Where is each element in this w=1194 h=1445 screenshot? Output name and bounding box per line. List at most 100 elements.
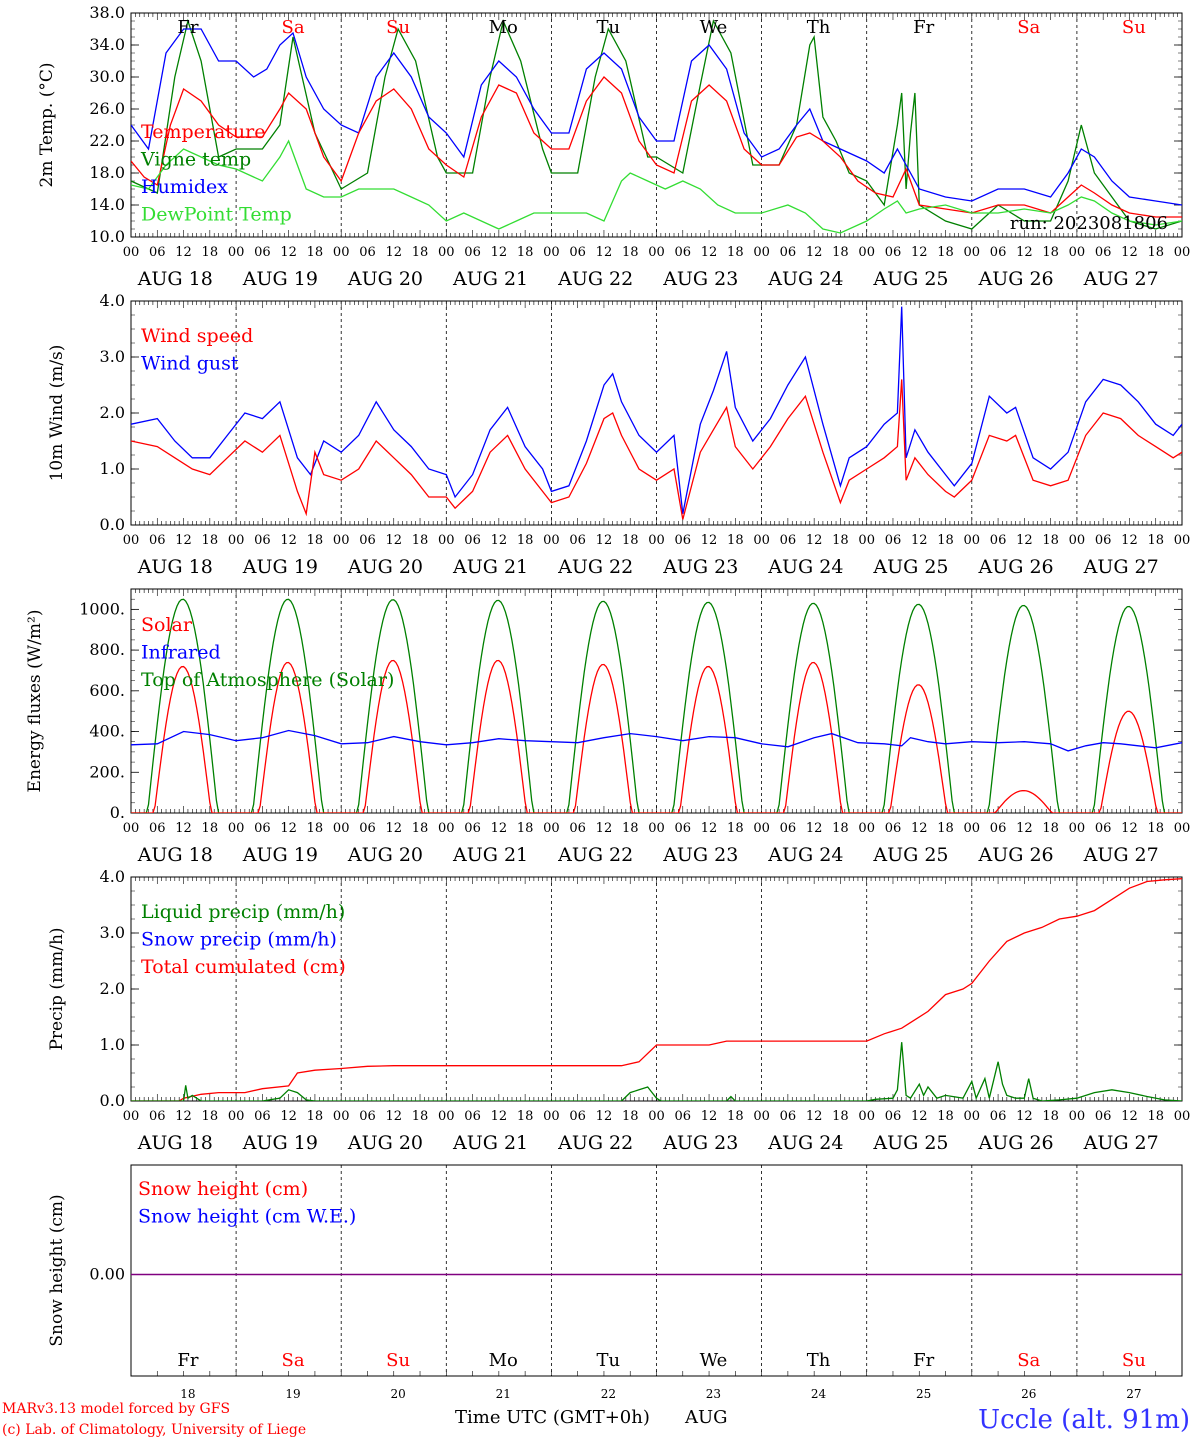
hour-tick-label: 00 <box>964 245 981 260</box>
y-tick-label: 0.00 <box>89 1265 125 1284</box>
day-label: AUG 20 <box>347 556 423 578</box>
y-tick-label: 2.0 <box>100 403 125 422</box>
hour-tick-label: 18 <box>412 245 429 260</box>
day-number-label: 19 <box>285 1387 300 1401</box>
hour-tick-label: 00 <box>648 533 665 548</box>
hour-tick-label: 06 <box>464 245 481 260</box>
hour-tick-label: 00 <box>543 245 560 260</box>
hour-tick-label: 18 <box>622 533 639 548</box>
weekday-label: Su <box>1122 17 1146 38</box>
weekday-label: Sa <box>1017 1350 1040 1371</box>
hour-tick-label: 12 <box>385 245 402 260</box>
weekday-label: Mo <box>489 17 518 38</box>
y-tick-label: 10.0 <box>89 227 125 246</box>
weekday-label: We <box>700 1350 728 1371</box>
weekday-label: Su <box>386 17 410 38</box>
hour-tick-label: 00 <box>438 821 455 836</box>
day-label: AUG 26 <box>978 268 1054 290</box>
day-label: AUG 20 <box>347 1132 423 1154</box>
hour-tick-label: 00 <box>228 245 245 260</box>
hour-tick-label: 06 <box>149 1109 166 1124</box>
hour-tick-label: 18 <box>832 821 849 836</box>
day-label: AUG 22 <box>557 1132 633 1154</box>
series-line-wind-gust <box>131 306 1182 514</box>
day-label: AUG 23 <box>662 844 738 866</box>
hour-tick-label: 12 <box>1016 821 1033 836</box>
weekday-label: Tu <box>597 1350 621 1371</box>
y-axis-title: 10m Wind (m/s) <box>47 345 67 482</box>
hour-tick-label: 12 <box>596 1109 613 1124</box>
hour-tick-label: 12 <box>911 245 928 260</box>
hour-tick-label: 12 <box>701 1109 718 1124</box>
hour-tick-label: 12 <box>175 1109 192 1124</box>
hour-tick-label: 12 <box>701 245 718 260</box>
plot-frame <box>130 588 1183 814</box>
series-line-dewpoint-temp <box>131 139 1182 234</box>
series-line-liquid-precip-mm-h <box>131 1042 1182 1101</box>
hour-tick-label: 06 <box>359 1109 376 1124</box>
day-number-label: 27 <box>1126 1387 1141 1401</box>
hour-tick-label: 12 <box>1016 1109 1033 1124</box>
hour-tick-label: 00 <box>1069 821 1086 836</box>
series-line-vigne-temp <box>131 18 1182 230</box>
hour-tick-label: 18 <box>307 821 324 836</box>
hour-tick-label: 18 <box>202 821 219 836</box>
y-tick-label: 0.0 <box>100 515 125 534</box>
y-axis-title: 2m Temp. (°C) <box>37 62 57 187</box>
hour-tick-label: 06 <box>780 245 797 260</box>
credit-line-1: MARv3.13 model forced by GFS <box>2 1401 230 1417</box>
hour-tick-label: 06 <box>1095 1109 1112 1124</box>
hour-tick-label: 18 <box>832 245 849 260</box>
weekday-label: Sa <box>1017 17 1040 38</box>
hour-tick-label: 00 <box>228 533 245 548</box>
hour-tick-label: 06 <box>254 533 271 548</box>
day-number-label: 23 <box>706 1387 721 1401</box>
hour-tick-label: 12 <box>596 533 613 548</box>
y-tick-label: 4.0 <box>100 867 125 886</box>
hour-tick-label: 12 <box>280 1109 297 1124</box>
hour-tick-label: 06 <box>254 1109 271 1124</box>
hour-tick-label: 00 <box>333 245 350 260</box>
hour-tick-label: 12 <box>491 533 508 548</box>
hour-tick-label: 06 <box>990 245 1007 260</box>
legend-solar: Solar <box>141 614 193 636</box>
day-label: AUG 27 <box>1083 268 1159 290</box>
hour-tick-label: 06 <box>569 1109 586 1124</box>
weekday-label: Fr <box>177 17 198 38</box>
day-label: AUG 27 <box>1083 1132 1159 1154</box>
hour-tick-label: 00 <box>858 821 875 836</box>
hour-tick-label: 18 <box>412 533 429 548</box>
weekday-label: Fr <box>913 1350 934 1371</box>
hour-tick-label: 18 <box>937 533 954 548</box>
hour-tick-label: 06 <box>885 533 902 548</box>
hour-tick-label: 00 <box>1174 533 1191 548</box>
y-tick-label: 38.0 <box>89 3 125 22</box>
day-number-label: 25 <box>916 1387 931 1401</box>
y-tick-label: 2.0 <box>100 979 125 998</box>
hour-tick-label: 00 <box>123 245 140 260</box>
hour-tick-label: 18 <box>937 821 954 836</box>
hour-tick-label: 00 <box>438 533 455 548</box>
day-number-label: 24 <box>811 1387 827 1401</box>
hour-tick-label: 00 <box>333 1109 350 1124</box>
day-label: AUG 19 <box>242 1132 318 1154</box>
day-label: AUG 21 <box>452 1132 528 1154</box>
y-tick-label: 26.0 <box>89 99 125 118</box>
hour-tick-label: 06 <box>990 533 1007 548</box>
hour-tick-label: 12 <box>175 245 192 260</box>
y-tick-label: 3.0 <box>100 347 125 366</box>
y-tick-label: 4.0 <box>100 291 125 310</box>
hour-tick-label: 12 <box>806 821 823 836</box>
hour-tick-label: 18 <box>412 821 429 836</box>
hour-tick-label: 18 <box>307 245 324 260</box>
y-tick-label: 14.0 <box>89 195 125 214</box>
hour-tick-label: 06 <box>780 821 797 836</box>
legend-snow-precip-mm-h: Snow precip (mm/h) <box>141 929 337 951</box>
hour-tick-label: 12 <box>491 245 508 260</box>
hour-tick-label: 12 <box>701 533 718 548</box>
hour-tick-label: 12 <box>911 821 928 836</box>
day-label: AUG 23 <box>662 556 738 578</box>
hour-tick-label: 06 <box>254 245 271 260</box>
legend-total-cumulated-cm: Total cumulated (cm) <box>141 956 346 978</box>
